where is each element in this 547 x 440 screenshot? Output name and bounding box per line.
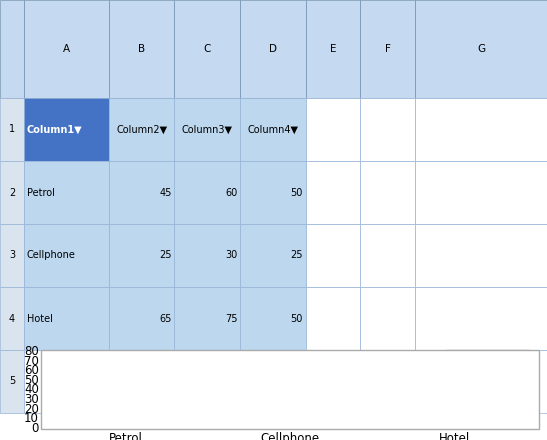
Bar [24,161,109,224]
Text: 75: 75 [225,313,237,323]
Bar [400,364,436,427]
Bar [174,98,240,161]
Bar [306,161,360,224]
Bar [240,0,306,98]
Bar [0,161,24,224]
Text: E: E [330,44,336,54]
Bar [240,350,306,413]
Bar [306,0,360,98]
Text: 60: 60 [225,187,237,198]
Text: Column1▼: Column1▼ [27,125,83,135]
Bar [306,350,360,413]
Bar [109,350,174,413]
Text: Cellphone: Cellphone [27,250,75,260]
Bar [24,0,109,98]
Bar [0,350,24,413]
Bar [109,0,174,98]
Bar [24,287,109,350]
Bar [174,0,240,98]
Text: 3: 3 [9,250,15,260]
Bar [360,98,415,161]
Text: Column4▼: Column4▼ [247,125,299,135]
Text: G: G [477,44,485,54]
Text: Hotel: Hotel [27,313,53,323]
Bar [415,161,547,224]
Bar [472,379,508,427]
Bar [109,98,174,161]
Bar [240,161,306,224]
Bar [415,0,547,98]
Text: 65: 65 [159,313,172,323]
Text: 30: 30 [225,250,237,260]
Bar [240,98,306,161]
Bar [360,161,415,224]
Bar [306,224,360,287]
Text: Petrol: Petrol [27,187,55,198]
Text: A: A [63,44,70,54]
Bar [174,224,240,287]
Bar [109,224,174,287]
Text: 25: 25 [159,250,172,260]
Bar [360,287,415,350]
Bar [0,287,24,350]
Text: 50: 50 [290,313,303,323]
Bar [306,287,360,350]
Text: B: B [138,44,146,54]
Text: 2: 2 [9,187,15,198]
Text: 25: 25 [290,250,303,260]
Bar [360,350,415,413]
Bar [360,224,415,287]
Bar [24,224,109,287]
Bar [144,379,180,427]
Bar [0,0,24,98]
Bar [436,355,472,427]
Bar [240,224,306,287]
Text: C: C [203,44,211,54]
Bar [174,350,240,413]
Bar [236,403,272,427]
Text: 45: 45 [159,187,172,198]
Bar [109,287,174,350]
Text: F: F [385,44,391,54]
Text: 5: 5 [9,377,15,386]
Bar [415,287,547,350]
Bar [415,98,547,161]
Bar [415,224,547,287]
Bar [24,98,109,161]
Bar [174,287,240,350]
Bar [415,350,547,413]
Bar [0,98,24,161]
Bar [272,398,308,427]
Text: 50: 50 [290,187,303,198]
Bar [24,350,109,413]
Text: Column2▼: Column2▼ [116,125,167,135]
Text: Column3▼: Column3▼ [182,125,233,135]
Bar [240,287,306,350]
Bar [72,384,108,427]
Text: D: D [269,44,277,54]
Bar [360,0,415,98]
Text: 4: 4 [9,313,15,323]
Legend: Column2, Column3, Column4: Column2, Column3, Column4 [445,349,531,415]
Bar [306,98,360,161]
Bar [308,403,344,427]
Bar [0,224,24,287]
Text: 1: 1 [9,125,15,135]
Bar [109,161,174,224]
Bar [174,161,240,224]
Bar [108,369,144,427]
